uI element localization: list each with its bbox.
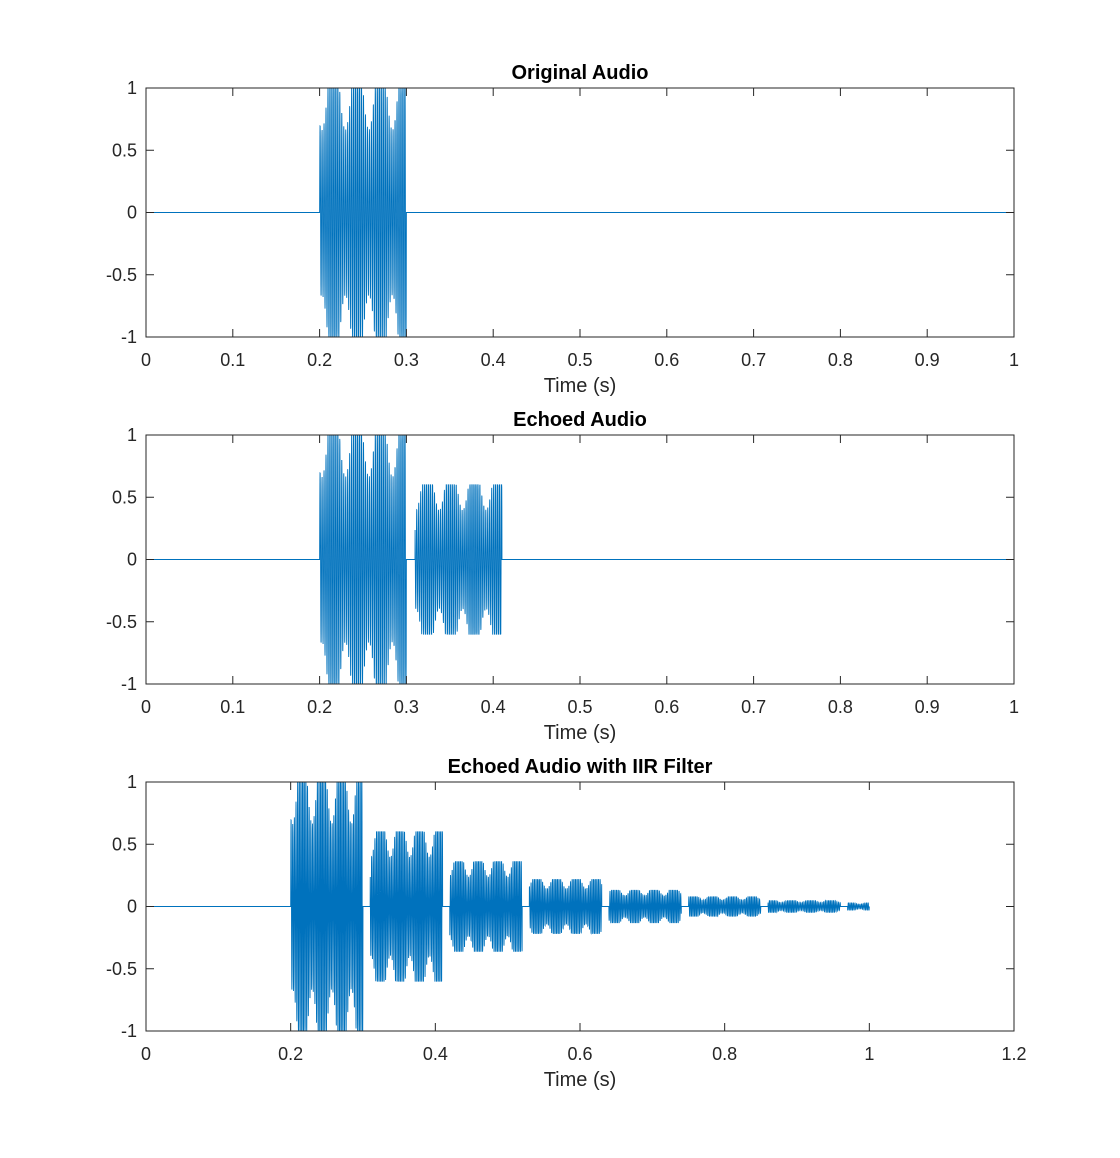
signal-trace	[146, 781, 870, 1032]
subplot-echoed-audio: 0 0.1 0.2 0.3 0.4 0.5 0.6 0.7 0.8 0.9 1 -1 -0.5 0 0.5 1…	[106, 409, 1019, 744]
signal-trace	[146, 434, 1014, 685]
y-tick-label: 1	[127, 772, 137, 792]
y-tick-label: -0.5	[106, 959, 137, 979]
y-tick-label: 0.5	[112, 834, 137, 854]
x-tick-label: 0.5	[567, 350, 592, 370]
y-tick-label: -1	[121, 674, 137, 694]
x-tick-label: 0.8	[712, 1044, 737, 1064]
y-tick-label: 0.5	[112, 487, 137, 507]
chart-title: Echoed Audio with IIR Filter	[448, 756, 713, 778]
y-tick-label: 1	[127, 78, 137, 98]
x-axis-label: Time (s)	[544, 375, 617, 397]
signal-line	[146, 87, 1014, 338]
x-tick-label: 0.3	[394, 350, 419, 370]
chart-title: Original Audio	[511, 62, 648, 84]
x-tick-label: 0	[141, 1044, 151, 1064]
x-tick-label: 1	[1009, 350, 1019, 370]
axis-ticks: 0 0.2 0.4 0.6 0.8 1 1.2 -1 -0.5 0 0.5 1	[106, 772, 1027, 1064]
x-tick-label: 1	[1009, 697, 1019, 717]
signal-line	[146, 434, 1014, 685]
x-tick-label: 0.2	[307, 697, 332, 717]
x-tick-label: 0.2	[307, 350, 332, 370]
x-tick-label: 0.4	[481, 350, 506, 370]
x-tick-label: 0.1	[220, 697, 245, 717]
x-tick-label: 0.5	[567, 697, 592, 717]
x-tick-label: 0.7	[741, 350, 766, 370]
x-tick-label: 1	[864, 1044, 874, 1064]
y-tick-label: 0	[127, 203, 137, 223]
x-tick-label: 0	[141, 350, 151, 370]
x-tick-label: 0.6	[654, 697, 679, 717]
x-axis-label: Time (s)	[544, 722, 617, 744]
y-tick-label: 0	[127, 550, 137, 570]
x-tick-label: 0.4	[481, 697, 506, 717]
y-tick-label: 1	[127, 425, 137, 445]
x-tick-label: 0.7	[741, 697, 766, 717]
x-tick-label: 0.1	[220, 350, 245, 370]
x-tick-label: 0.4	[423, 1044, 448, 1064]
axis-ticks: 0 0.1 0.2 0.3 0.4 0.5 0.6 0.7 0.8 0.9 1 -1 -0.5 0 0.5 1	[106, 425, 1019, 717]
signal-trace	[146, 87, 1014, 338]
y-tick-label: -1	[121, 327, 137, 347]
x-tick-label: 0.3	[394, 697, 419, 717]
x-tick-label: 0.9	[915, 697, 940, 717]
x-tick-label: 0	[141, 697, 151, 717]
y-tick-label: 0.5	[112, 140, 137, 160]
axis-ticks: 0 0.1 0.2 0.3 0.4 0.5 0.6 0.7 0.8 0.9 1 -1 -0.5 0 0.5 1	[106, 78, 1019, 370]
subplot-echoed-audio-iir: 0 0.2 0.4 0.6 0.8 1 1.2 -1 -0.5 0 0.5 1 Echoed Audi…	[106, 756, 1027, 1091]
x-tick-label: 0.2	[278, 1044, 303, 1064]
chart-title: Echoed Audio	[513, 409, 647, 431]
x-tick-label: 0.9	[915, 350, 940, 370]
y-tick-label: -0.5	[106, 612, 137, 632]
y-tick-label: -0.5	[106, 265, 137, 285]
x-axis-label: Time (s)	[544, 1069, 617, 1091]
x-tick-label: 1.2	[1001, 1044, 1026, 1064]
x-tick-label: 0.8	[828, 350, 853, 370]
x-tick-label: 0.6	[567, 1044, 592, 1064]
signal-line	[146, 781, 870, 1032]
y-tick-label: -1	[121, 1021, 137, 1041]
x-tick-label: 0.6	[654, 350, 679, 370]
x-tick-label: 0.8	[828, 697, 853, 717]
y-tick-label: 0	[127, 897, 137, 917]
subplot-original-audio: 0 0.1 0.2 0.3 0.4 0.5 0.6 0.7 0.8 0.9 1 -1 -0.5 0 0.5 1…	[106, 62, 1019, 397]
